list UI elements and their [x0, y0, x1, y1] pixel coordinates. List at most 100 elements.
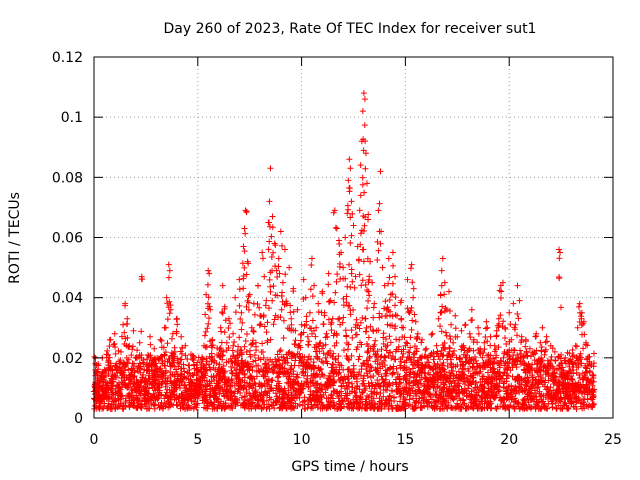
data-point	[406, 309, 413, 316]
data-point	[236, 383, 243, 390]
data-point	[284, 379, 291, 386]
data-point	[290, 285, 297, 292]
data-point	[292, 390, 299, 397]
data-point	[191, 398, 198, 405]
data-point	[359, 314, 366, 321]
data-point	[364, 373, 371, 380]
data-point	[353, 375, 360, 382]
data-point	[248, 363, 255, 370]
data-point	[179, 401, 186, 408]
data-point	[467, 378, 474, 385]
data-point	[345, 302, 352, 309]
data-point	[125, 381, 132, 388]
data-point	[226, 320, 233, 327]
data-point	[275, 373, 282, 380]
data-point	[167, 306, 174, 313]
data-point	[202, 393, 209, 400]
data-point	[304, 365, 311, 372]
data-point	[140, 366, 147, 373]
data-point	[363, 180, 370, 187]
data-point	[381, 403, 388, 410]
data-point	[367, 323, 374, 330]
data-point	[390, 363, 397, 370]
data-point	[359, 390, 366, 397]
data-point	[518, 354, 525, 361]
data-point	[166, 310, 173, 317]
data-point	[348, 352, 355, 359]
data-point	[327, 347, 334, 354]
data-point	[523, 379, 530, 386]
data-point	[240, 285, 247, 292]
data-point	[533, 384, 540, 391]
data-point	[338, 249, 345, 256]
data-point	[393, 365, 400, 372]
data-point	[376, 200, 383, 207]
data-point	[325, 316, 332, 323]
data-point	[401, 334, 408, 341]
data-point	[125, 356, 132, 363]
data-point	[316, 340, 323, 347]
data-point	[362, 281, 369, 288]
data-point	[225, 315, 232, 322]
data-point	[327, 321, 334, 328]
data-point	[389, 405, 396, 412]
data-point	[357, 319, 364, 326]
data-point	[109, 375, 116, 382]
data-point	[465, 385, 472, 392]
data-point	[547, 342, 554, 349]
data-point	[559, 379, 566, 386]
chart-title: Day 260 of 2023, Rate Of TEC Index for r…	[164, 21, 537, 37]
data-point	[143, 405, 150, 412]
data-point	[265, 305, 272, 312]
data-point	[398, 297, 405, 304]
data-point	[406, 349, 413, 356]
data-point	[396, 380, 403, 387]
data-point	[268, 384, 275, 391]
data-point	[364, 357, 371, 364]
data-point	[382, 335, 389, 342]
data-point	[478, 405, 485, 412]
data-point	[255, 362, 262, 369]
data-point	[409, 279, 416, 286]
data-point	[292, 327, 299, 334]
data-point	[346, 390, 353, 397]
data-point	[250, 300, 257, 307]
data-point	[246, 367, 253, 374]
data-point	[236, 286, 243, 293]
data-point	[274, 351, 281, 358]
data-point	[134, 378, 141, 385]
data-point	[325, 402, 332, 409]
data-point	[235, 343, 242, 350]
data-point	[347, 165, 354, 172]
data-point	[270, 282, 277, 289]
data-point	[285, 396, 292, 403]
data-point	[564, 372, 571, 379]
data-point	[430, 402, 437, 409]
data-point	[578, 360, 585, 367]
data-point	[264, 319, 271, 326]
data-point	[446, 307, 453, 314]
data-point	[382, 298, 389, 305]
data-point	[271, 405, 278, 412]
data-point	[384, 304, 391, 311]
data-point	[504, 390, 511, 397]
data-point	[341, 385, 348, 392]
data-point	[331, 207, 338, 214]
data-point	[466, 345, 473, 352]
data-point	[282, 359, 289, 366]
data-point	[551, 348, 558, 355]
data-point	[429, 396, 436, 403]
data-point	[454, 333, 461, 340]
data-point	[287, 366, 294, 373]
data-point	[283, 392, 290, 399]
data-point	[238, 326, 245, 333]
data-point	[312, 380, 319, 387]
data-point	[285, 369, 292, 376]
data-point	[480, 373, 487, 380]
data-point	[266, 276, 273, 283]
data-point	[489, 360, 496, 367]
data-point	[563, 373, 570, 380]
data-point	[396, 336, 403, 343]
data-point	[150, 400, 157, 407]
data-point	[439, 255, 446, 262]
